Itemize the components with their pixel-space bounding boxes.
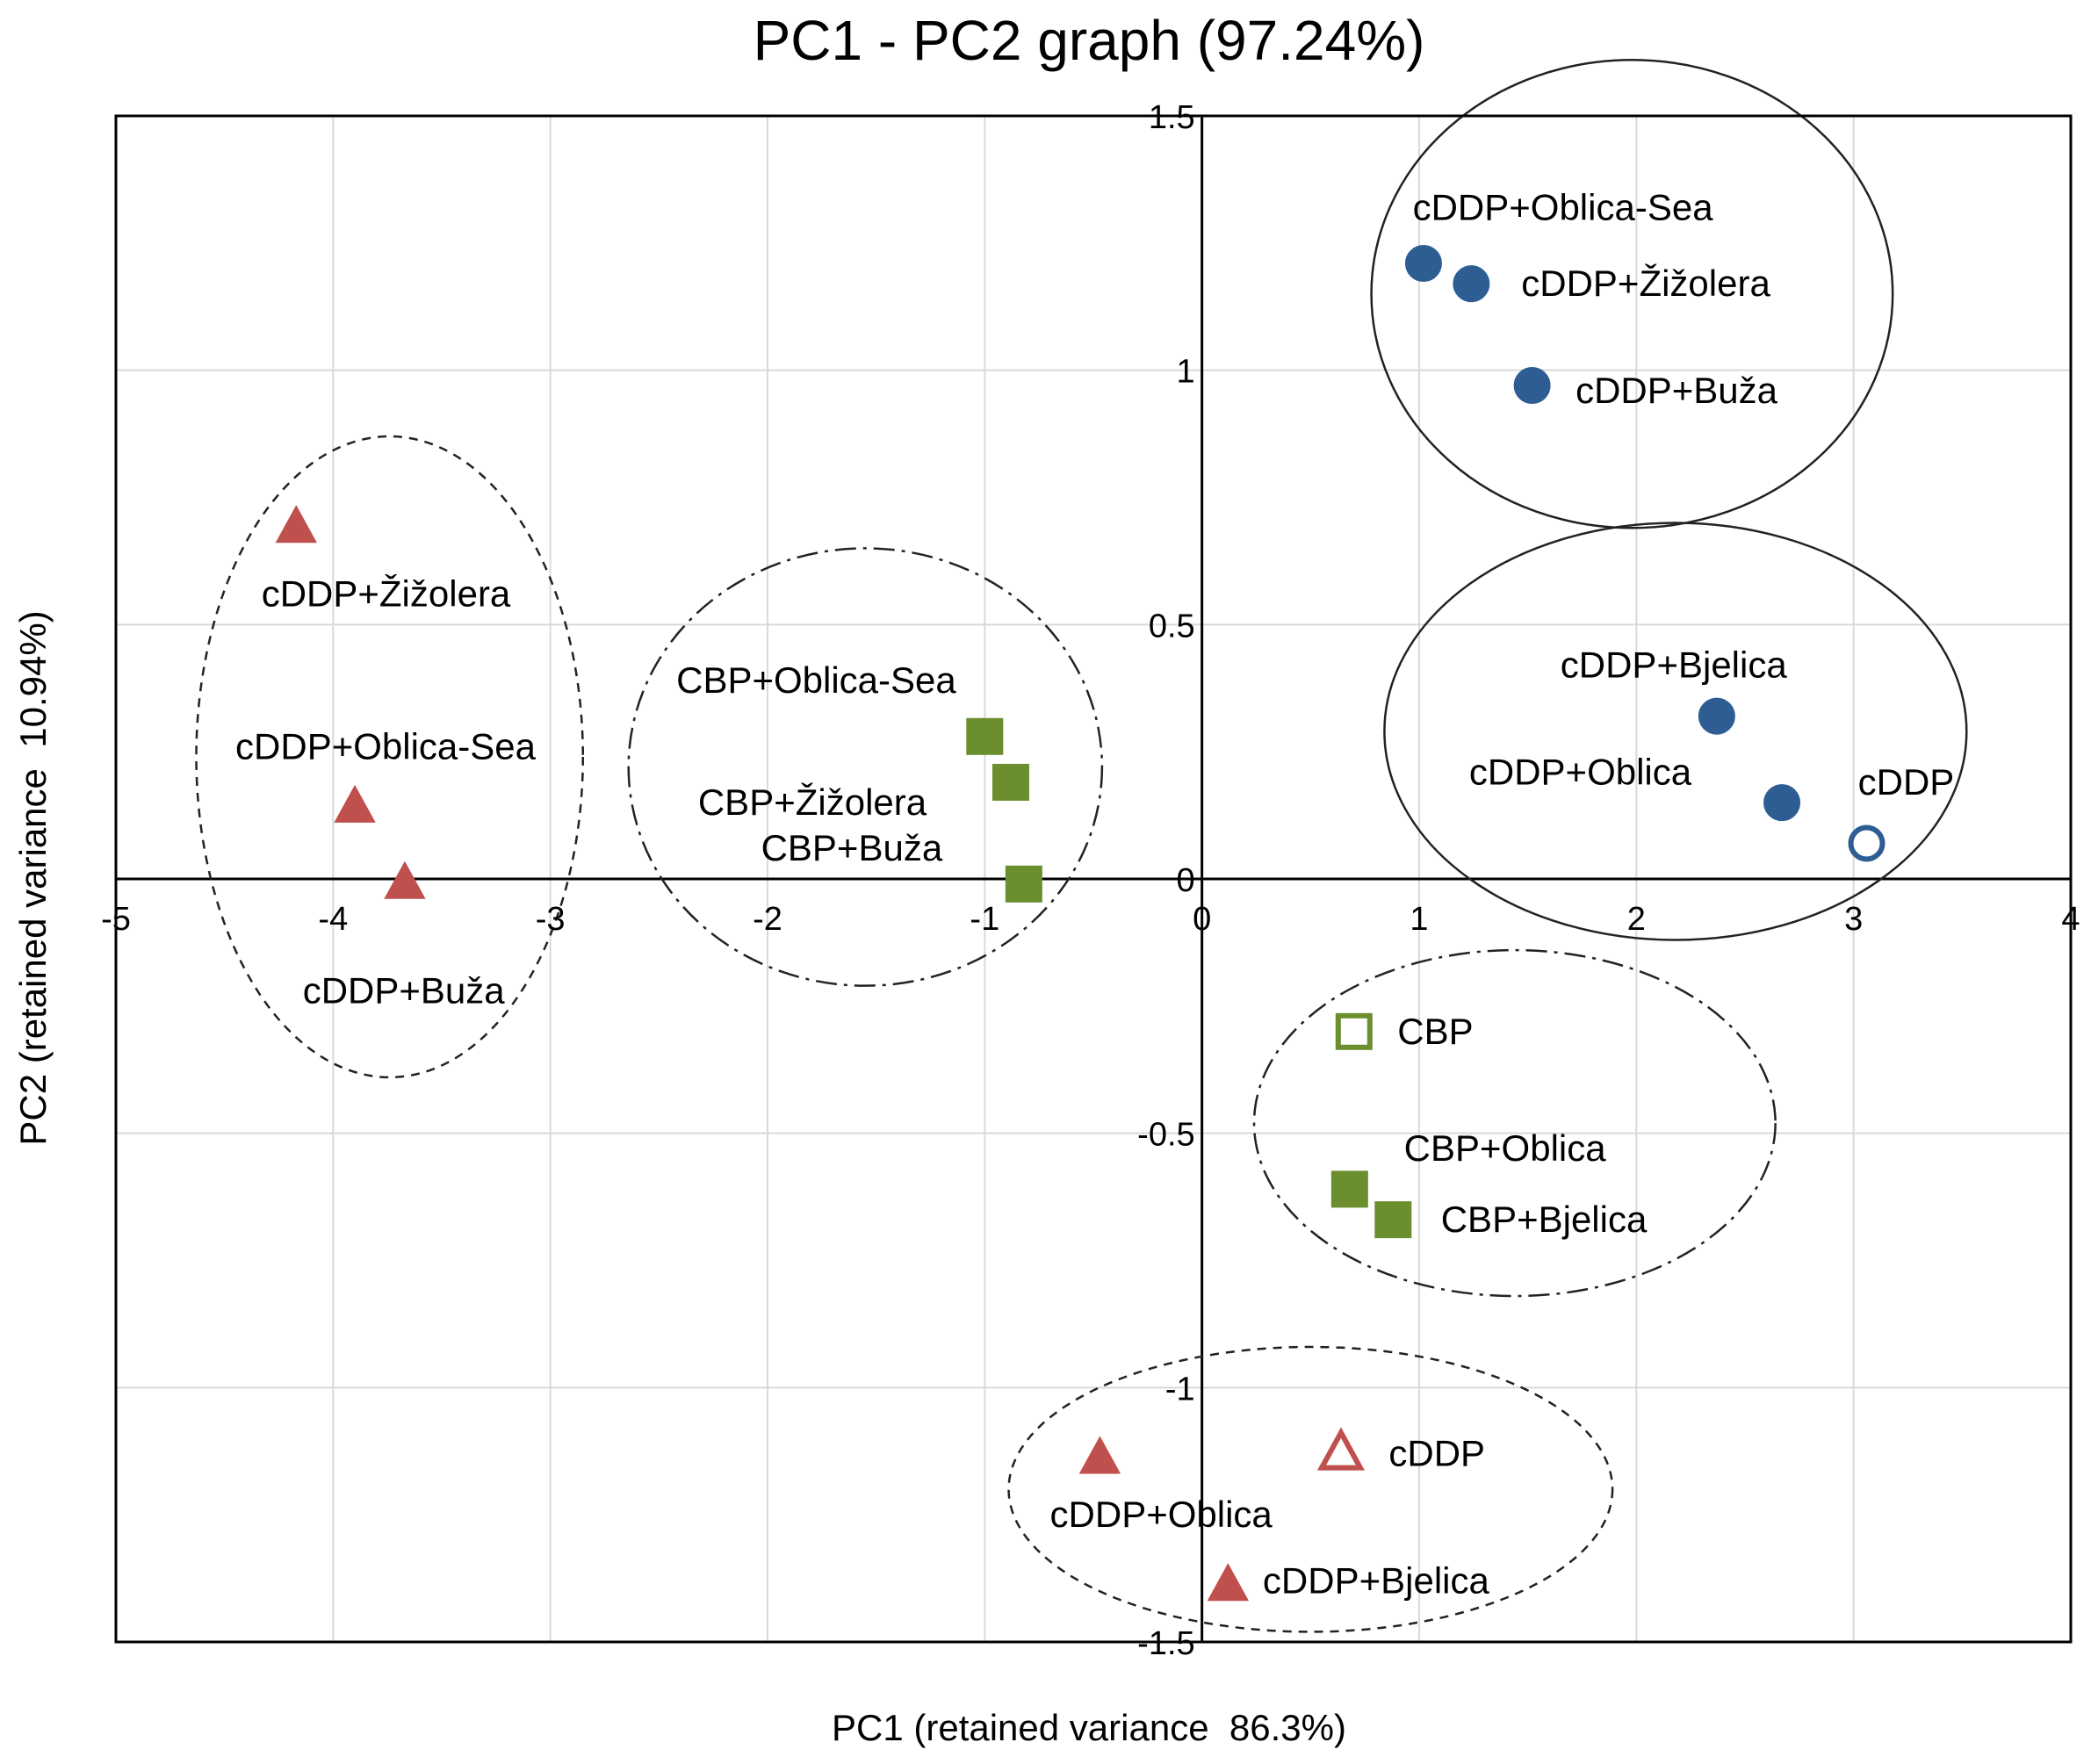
x-tick-label: 3 — [1844, 901, 1863, 938]
cluster-ellipse — [1252, 948, 1777, 1298]
chart-title: PC1 - PC2 graph (97.24%) — [753, 9, 1425, 72]
y-tick-label: 1 — [1177, 354, 1195, 391]
y-tick-label: -0.5 — [1137, 1117, 1194, 1154]
point-label: CBP — [1397, 1011, 1473, 1052]
y-tick-label: 1.5 — [1149, 99, 1195, 136]
point-label: cDDP+Buža — [1575, 370, 1778, 411]
point-label: CBP+Oblica-Sea — [676, 659, 956, 701]
point-label: cDDP+Buža — [303, 969, 506, 1011]
point-label: cDDP+Oblica-Sea — [1413, 186, 1714, 227]
circle-marker — [1404, 245, 1442, 283]
x-axis-title: PC1 (retained variance 86.3%) — [832, 1707, 1346, 1748]
point-label: cDDP+Oblica — [1050, 1494, 1273, 1535]
cluster-ellipses — [195, 59, 1968, 1633]
circle-marker — [1848, 824, 1886, 862]
circle-marker — [1513, 367, 1551, 405]
point-label: CBP+Bjelica — [1441, 1199, 1648, 1240]
point-label: cDDP+Žižolera — [1521, 263, 1770, 304]
cluster-ellipse — [627, 547, 1104, 987]
point-label: cDDP+Oblica-Sea — [235, 725, 537, 767]
square-marker — [1330, 1170, 1368, 1208]
cluster-ellipse — [1370, 59, 1894, 529]
x-tick-label: 2 — [1627, 901, 1646, 938]
y-axis-title: PC2 (retained variance 10.94%) — [12, 610, 54, 1145]
y-tick-label: 0.5 — [1149, 608, 1195, 644]
point-label: cDDP — [1388, 1433, 1485, 1474]
triangle-marker — [334, 784, 376, 823]
x-tick-label: 1 — [1410, 901, 1428, 938]
x-tick-label: -1 — [970, 901, 999, 938]
point-label: CBP+Oblica — [1404, 1127, 1607, 1169]
plot-frame — [114, 114, 2073, 1644]
point-label: CBP+Buža — [761, 827, 943, 868]
triangle-marker — [1207, 1563, 1250, 1602]
triangle-marker — [1078, 1436, 1121, 1474]
y-tick-label: 0 — [1177, 862, 1195, 899]
square-marker — [966, 717, 1004, 755]
x-tick-label: -3 — [536, 901, 566, 938]
tick-labels: -5 -4 -3 -2 -1 0 1 2 3 41.510.50-0.5-1-1.5 — [101, 99, 2080, 1662]
x-tick-label: -4 — [318, 901, 348, 938]
point-label: cDDP+Oblica — [1469, 751, 1692, 792]
zero-axes — [116, 116, 2071, 1642]
square-marker — [1374, 1201, 1412, 1239]
cluster-ellipse — [195, 435, 585, 1079]
point-label: cDDP+Bjelica — [1561, 644, 1788, 686]
point-label: cDDP+Bjelica — [1263, 1559, 1490, 1601]
circle-marker — [1698, 697, 1735, 735]
x-tick-label: -2 — [753, 901, 782, 938]
point-label: cDDP — [1858, 761, 1955, 803]
data-points — [275, 245, 1886, 1602]
square-marker — [1335, 1012, 1373, 1050]
circle-marker — [1763, 784, 1801, 822]
triangle-marker — [275, 505, 317, 544]
x-tick-label: 0 — [1193, 901, 1211, 938]
cluster-ellipse — [1007, 1345, 1614, 1633]
point-label: CBP+Žižolera — [698, 781, 927, 823]
y-tick-label: -1 — [1165, 1371, 1195, 1408]
triangle-marker — [384, 860, 426, 899]
circle-marker — [1453, 265, 1490, 303]
square-marker — [1005, 865, 1042, 903]
y-tick-label: -1.5 — [1137, 1625, 1194, 1662]
triangle-marker — [1316, 1427, 1366, 1471]
point-labels: cDDP+Oblica-Sea cDDP+Žižolera cDDP+Buža cDD… — [235, 186, 1954, 1601]
square-marker — [992, 763, 1030, 801]
cluster-ellipse — [1383, 522, 1968, 941]
point-label: cDDP+Žižolera — [262, 573, 511, 615]
